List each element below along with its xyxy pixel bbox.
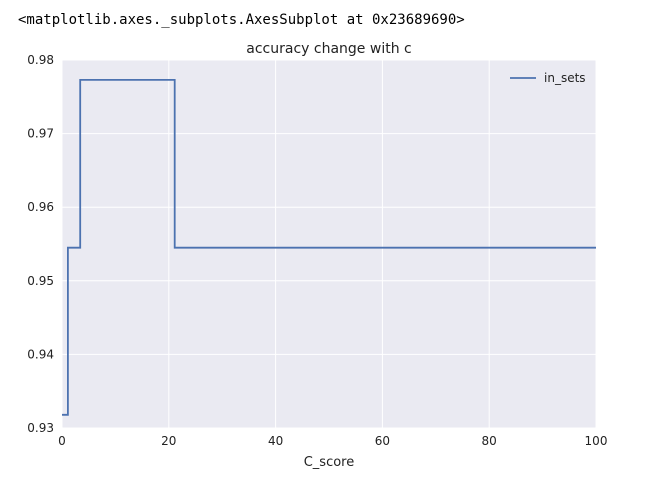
y-axis-ticks: 0.93 0.94 0.95 0.96 0.97 0.98 [27,53,54,435]
grid-lines [61,59,597,429]
legend: in_sets [510,71,586,85]
chart-title: accuracy change with c [246,41,411,57]
x-tick-label: 60 [375,434,390,448]
x-tick-label: 40 [268,434,283,448]
x-axis-ticks: 0 20 40 60 80 100 [58,434,607,448]
y-tick-label: 0.95 [27,274,54,288]
x-tick-label: 0 [58,434,66,448]
output-repr-text: <matplotlib.axes._subplots.AxesSubplot a… [18,12,465,28]
x-axis-label: C_score [304,455,355,470]
x-tick-label: 100 [585,434,608,448]
x-tick-label: 20 [161,434,176,448]
series-layer [62,79,596,416]
y-tick-label: 0.96 [27,200,54,214]
y-tick-label: 0.94 [27,347,54,361]
y-tick-label: 0.97 [27,127,54,141]
legend-label: in_sets [544,71,586,85]
x-tick-label: 80 [482,434,497,448]
series-line-in_sets [62,79,596,416]
plot-background [62,60,596,428]
y-tick-label: 0.93 [27,421,54,435]
y-tick-label: 0.98 [27,53,54,67]
